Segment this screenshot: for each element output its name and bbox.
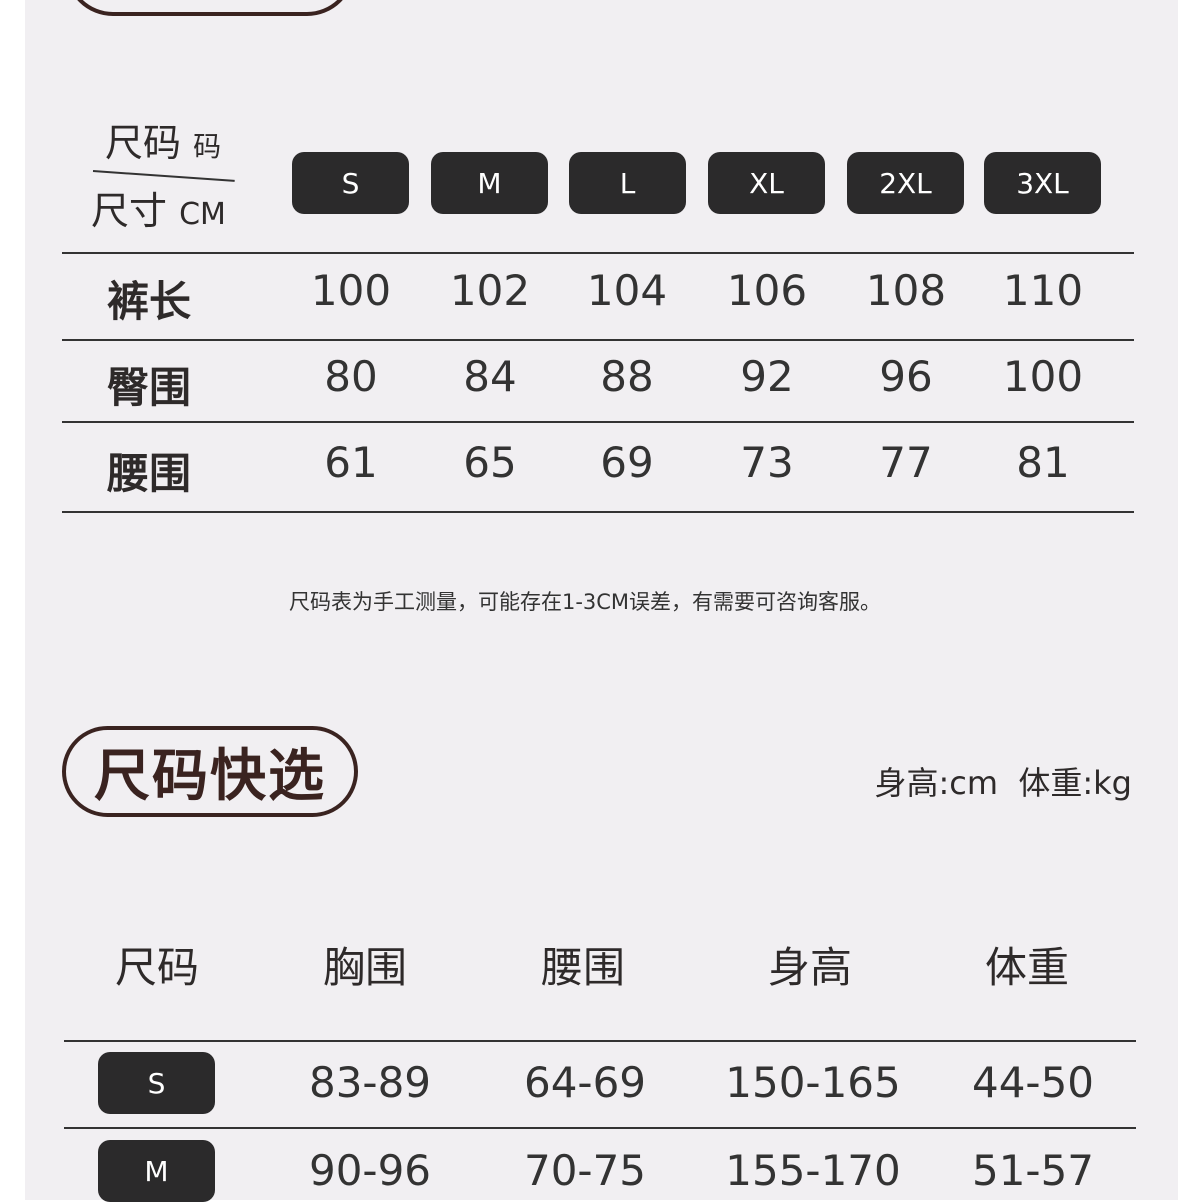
table-cell: 65 bbox=[463, 438, 517, 487]
table-cell: 83-89 bbox=[308, 1058, 432, 1107]
table-cell: 155-170 bbox=[725, 1146, 901, 1195]
row-label: 腰围 bbox=[107, 449, 192, 498]
table-cell: 110 bbox=[1002, 266, 1084, 315]
table-cell: 77 bbox=[879, 438, 933, 487]
table-cell: 44-50 bbox=[971, 1058, 1095, 1107]
table-cell: 150-165 bbox=[725, 1058, 901, 1107]
column-header: 尺码 bbox=[114, 943, 199, 992]
corner-top: 尺码 码 bbox=[105, 112, 221, 167]
divider bbox=[62, 511, 1134, 513]
size-pill-m: M bbox=[431, 152, 548, 214]
table-cell: 102 bbox=[449, 266, 531, 315]
divider bbox=[62, 421, 1134, 423]
table-cell: 51-57 bbox=[971, 1146, 1095, 1195]
size-pill-s: S bbox=[292, 152, 409, 214]
table-cell: 106 bbox=[726, 266, 808, 315]
corner-top-label: 尺码 bbox=[105, 121, 182, 165]
column-header: 胸围 bbox=[322, 943, 407, 992]
divider bbox=[62, 339, 1134, 341]
measurement-note: 尺码表为手工测量，可能存在1-3CM误差，有需要可咨询客服。 bbox=[288, 590, 882, 614]
size-pill: M bbox=[98, 1140, 215, 1202]
column-header: 身高 bbox=[767, 943, 852, 992]
table-cell: 61 bbox=[324, 438, 378, 487]
row-label: 裤长 bbox=[107, 277, 192, 326]
table-cell: 81 bbox=[1016, 438, 1070, 487]
size-pill: S bbox=[98, 1052, 215, 1114]
column-header: 体重 bbox=[984, 943, 1069, 992]
table-cell: 108 bbox=[865, 266, 947, 315]
section-title-pill: 尺码快选 bbox=[62, 726, 358, 817]
column-header: 腰围 bbox=[540, 943, 625, 992]
table-cell: 104 bbox=[586, 266, 668, 315]
corner-bottom-small: CM bbox=[179, 197, 226, 232]
previous-section-title-pill bbox=[65, 0, 355, 16]
table-cell: 64-69 bbox=[523, 1058, 647, 1107]
corner-bottom: 尺寸 CM bbox=[91, 180, 226, 235]
table-cell: 90-96 bbox=[308, 1146, 432, 1195]
table-cell: 80 bbox=[324, 352, 378, 401]
units-label: 身高:cm 体重:kg bbox=[874, 764, 1132, 802]
table-cell: 92 bbox=[740, 352, 794, 401]
row-label: 臀围 bbox=[107, 363, 192, 412]
size-chart-panel: 尺码 码 尺寸 CM S M L XL 2XL 3XL 裤长 100 102 104 1… bbox=[25, 0, 1178, 1202]
corner-bottom-label: 尺寸 bbox=[91, 189, 168, 233]
size-pill-2xl: 2XL bbox=[847, 152, 964, 214]
size-pill-xl: XL bbox=[708, 152, 825, 214]
table-cell: 70-75 bbox=[523, 1146, 647, 1195]
table-cell: 73 bbox=[740, 438, 794, 487]
table-cell: 100 bbox=[1002, 352, 1084, 401]
table-cell: 100 bbox=[310, 266, 392, 315]
size-pill-3xl: 3XL bbox=[984, 152, 1101, 214]
divider bbox=[64, 1040, 1136, 1042]
divider bbox=[62, 252, 1134, 254]
table-cell: 84 bbox=[463, 352, 517, 401]
size-pill-l: L bbox=[569, 152, 686, 214]
table-cell: 69 bbox=[600, 438, 654, 487]
table-cell: 88 bbox=[600, 352, 654, 401]
corner-top-small: 码 bbox=[193, 130, 222, 163]
divider bbox=[64, 1127, 1136, 1129]
table-cell: 96 bbox=[879, 352, 933, 401]
